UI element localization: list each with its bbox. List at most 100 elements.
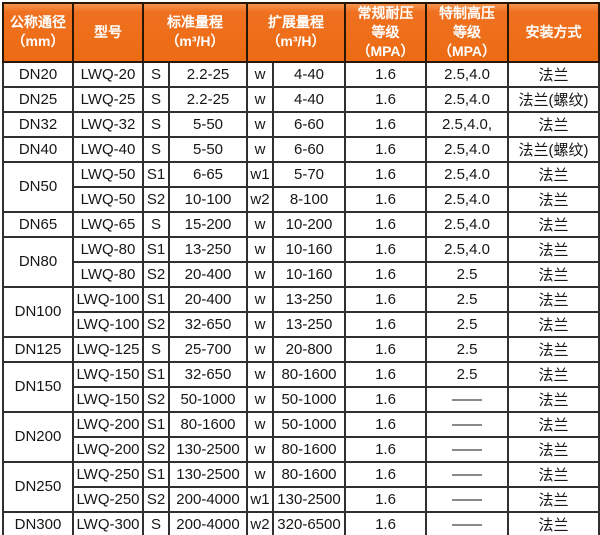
- cell-installation: 法兰: [507, 60, 600, 88]
- header-nominal-diameter: 公称通径 （mm）: [2, 2, 74, 63]
- cell-extended-range: 10-200: [272, 210, 346, 238]
- cell-special-high-pressure: ——: [425, 386, 509, 413]
- cell-installation: 法兰: [507, 360, 600, 388]
- cell-special-high-pressure: 2.5: [425, 261, 509, 288]
- cell-standard-range-code: S2: [142, 311, 170, 338]
- cell-standard-range: 2.2-25: [168, 85, 248, 113]
- cell-extended-range: 4-40: [272, 85, 346, 113]
- cell-standard-range-code: S: [142, 510, 170, 535]
- table-row: DN150 LWQ-150 S1 32-650 w 80-1600 1.6 2.5 法兰: [2, 360, 600, 413]
- cell-normal-pressure: 1.6: [344, 360, 427, 388]
- cell-special-high-pressure: 2.5: [425, 285, 509, 313]
- cell-model: LWQ-32: [72, 110, 144, 138]
- cell-standard-range: 2.2-25: [168, 60, 248, 88]
- cell-extended-range: 50-1000: [272, 386, 346, 413]
- header-model: 型号: [72, 2, 144, 63]
- cell-standard-range: 80-1600: [168, 410, 248, 438]
- cell-model: LWQ-50: [72, 186, 144, 213]
- table-row: LWQ-150 S2 50-1000 w 50-1000 1.6 —— 法兰: [3, 386, 600, 413]
- cell-model: LWQ-200: [72, 410, 144, 438]
- cell-nominal-diameter: DN200: [2, 410, 74, 463]
- cell-special-high-pressure: 2.5: [425, 311, 509, 338]
- cell-special-high-pressure: 2.5,4.0: [425, 186, 509, 213]
- cell-extended-range-code: w: [246, 410, 274, 438]
- cell-installation: 法兰: [507, 335, 600, 363]
- cell-extended-range-code: w: [246, 235, 274, 263]
- cell-nominal-diameter: DN150: [2, 360, 74, 413]
- cell-extended-range-code: w: [246, 311, 274, 338]
- cell-installation: 法兰: [507, 110, 600, 138]
- cell-model: LWQ-80: [72, 235, 144, 263]
- cell-installation: 法兰(螺纹): [507, 85, 600, 113]
- cell-extended-range-code: w: [246, 386, 274, 413]
- cell-model: LWQ-80: [72, 261, 144, 288]
- cell-model: LWQ-50: [72, 160, 144, 188]
- table-row: LWQ-250 S2 200-4000 w1 130-2500 1.6 —— 法兰: [3, 486, 600, 513]
- cell-special-high-pressure: ——: [425, 460, 509, 488]
- cell-extended-range-code: w2: [246, 186, 274, 213]
- table-row: DN32 LWQ-32 S 5-50 w 6-60 1.6 2.5,4.0, 法兰: [2, 110, 600, 138]
- cell-extended-range: 6-60: [272, 135, 346, 163]
- spec-table-body: DN20 LWQ-20 S 2.2-25 w 4-40 1.6 2.5,4.0 法兰 DN25 LW…: [2, 60, 600, 535]
- cell-extended-range: 320-6500: [272, 510, 346, 535]
- cell-standard-range: 200-4000: [168, 486, 248, 513]
- cell-special-high-pressure: 2.5: [425, 360, 509, 388]
- cell-standard-range: 130-2500: [168, 460, 248, 488]
- table-row: DN100 LWQ-100 S1 20-400 w 13-250 1.6 2.5 法兰: [2, 285, 600, 338]
- cell-installation: 法兰: [507, 186, 600, 213]
- cell-standard-range-code: S1: [142, 235, 170, 263]
- cell-installation: 法兰: [507, 510, 600, 535]
- cell-installation: 法兰: [507, 311, 600, 338]
- table-row: DN250 LWQ-250 S1 130-2500 w 80-1600 1.6 —— 法兰: [2, 460, 600, 513]
- cell-standard-range-code: S: [142, 60, 170, 88]
- cell-installation: 法兰: [507, 210, 600, 238]
- cell-special-high-pressure: 2.5: [425, 335, 509, 363]
- cell-standard-range-code: S1: [142, 160, 170, 188]
- cell-installation: 法兰: [507, 486, 600, 513]
- cell-model: LWQ-150: [72, 360, 144, 388]
- cell-normal-pressure: 1.6: [344, 386, 427, 413]
- cell-standard-range-code: S1: [142, 360, 170, 388]
- cell-nominal-diameter: DN25: [2, 85, 74, 113]
- cell-standard-range: 32-650: [168, 360, 248, 388]
- cell-normal-pressure: 1.6: [344, 186, 427, 213]
- cell-special-high-pressure: 2.5,4.0: [425, 60, 509, 88]
- table-row: LWQ-80 S2 20-400 w 10-160 1.6 2.5 法兰: [3, 261, 600, 288]
- cell-special-high-pressure: 2.5,4.0: [425, 135, 509, 163]
- cell-extended-range-code: w2: [246, 510, 274, 535]
- cell-extended-range: 10-160: [272, 261, 346, 288]
- cell-extended-range: 80-1600: [272, 360, 346, 388]
- cell-model: LWQ-100: [72, 285, 144, 313]
- table-row: DN200 LWQ-200 S1 80-1600 w 50-1000 1.6 —— 法兰: [2, 410, 600, 463]
- cell-normal-pressure: 1.6: [344, 235, 427, 263]
- table-row: DN65 LWQ-65 S 15-200 w 10-200 1.6 2.5,4.0 法兰: [2, 210, 600, 238]
- cell-standard-range-code: S: [142, 85, 170, 113]
- cell-special-high-pressure: ——: [425, 510, 509, 535]
- cell-standard-range-code: S2: [142, 486, 170, 513]
- cell-standard-range-code: S2: [142, 261, 170, 288]
- cell-standard-range-code: S2: [142, 436, 170, 463]
- table-row: LWQ-50 S2 10-100 w2 8-100 1.6 2.5,4.0 法兰: [3, 186, 600, 213]
- cell-standard-range: 50-1000: [168, 386, 248, 413]
- cell-standard-range-code: S2: [142, 386, 170, 413]
- cell-standard-range-code: S: [142, 110, 170, 138]
- cell-installation: 法兰: [507, 235, 600, 263]
- table-row: DN25 LWQ-25 S 2.2-25 w 4-40 1.6 2.5,4.0 法兰(螺纹): [2, 85, 600, 113]
- cell-standard-range: 20-400: [168, 285, 248, 313]
- header-normal-pressure-rating: 常规耐压 等级（MPA）: [344, 2, 427, 63]
- table-row: DN80 LWQ-80 S1 13-250 w 10-160 1.6 2.5,4.0 法兰: [2, 235, 600, 288]
- cell-extended-range-code: w: [246, 60, 274, 88]
- cell-standard-range: 130-2500: [168, 436, 248, 463]
- table-row: DN300 LWQ-300 S 200-4000 w2 320-6500 1.6 —— 法兰: [2, 510, 600, 535]
- cell-normal-pressure: 1.6: [344, 510, 427, 535]
- cell-normal-pressure: 1.6: [344, 261, 427, 288]
- cell-nominal-diameter: DN50: [2, 160, 74, 213]
- cell-standard-range: 5-50: [168, 110, 248, 138]
- header-standard-range: 标准量程 （m³/H）: [142, 2, 248, 63]
- cell-special-high-pressure: ——: [425, 410, 509, 438]
- cell-standard-range-code: S: [142, 135, 170, 163]
- cell-standard-range: 6-65: [168, 160, 248, 188]
- cell-installation: 法兰: [507, 160, 600, 188]
